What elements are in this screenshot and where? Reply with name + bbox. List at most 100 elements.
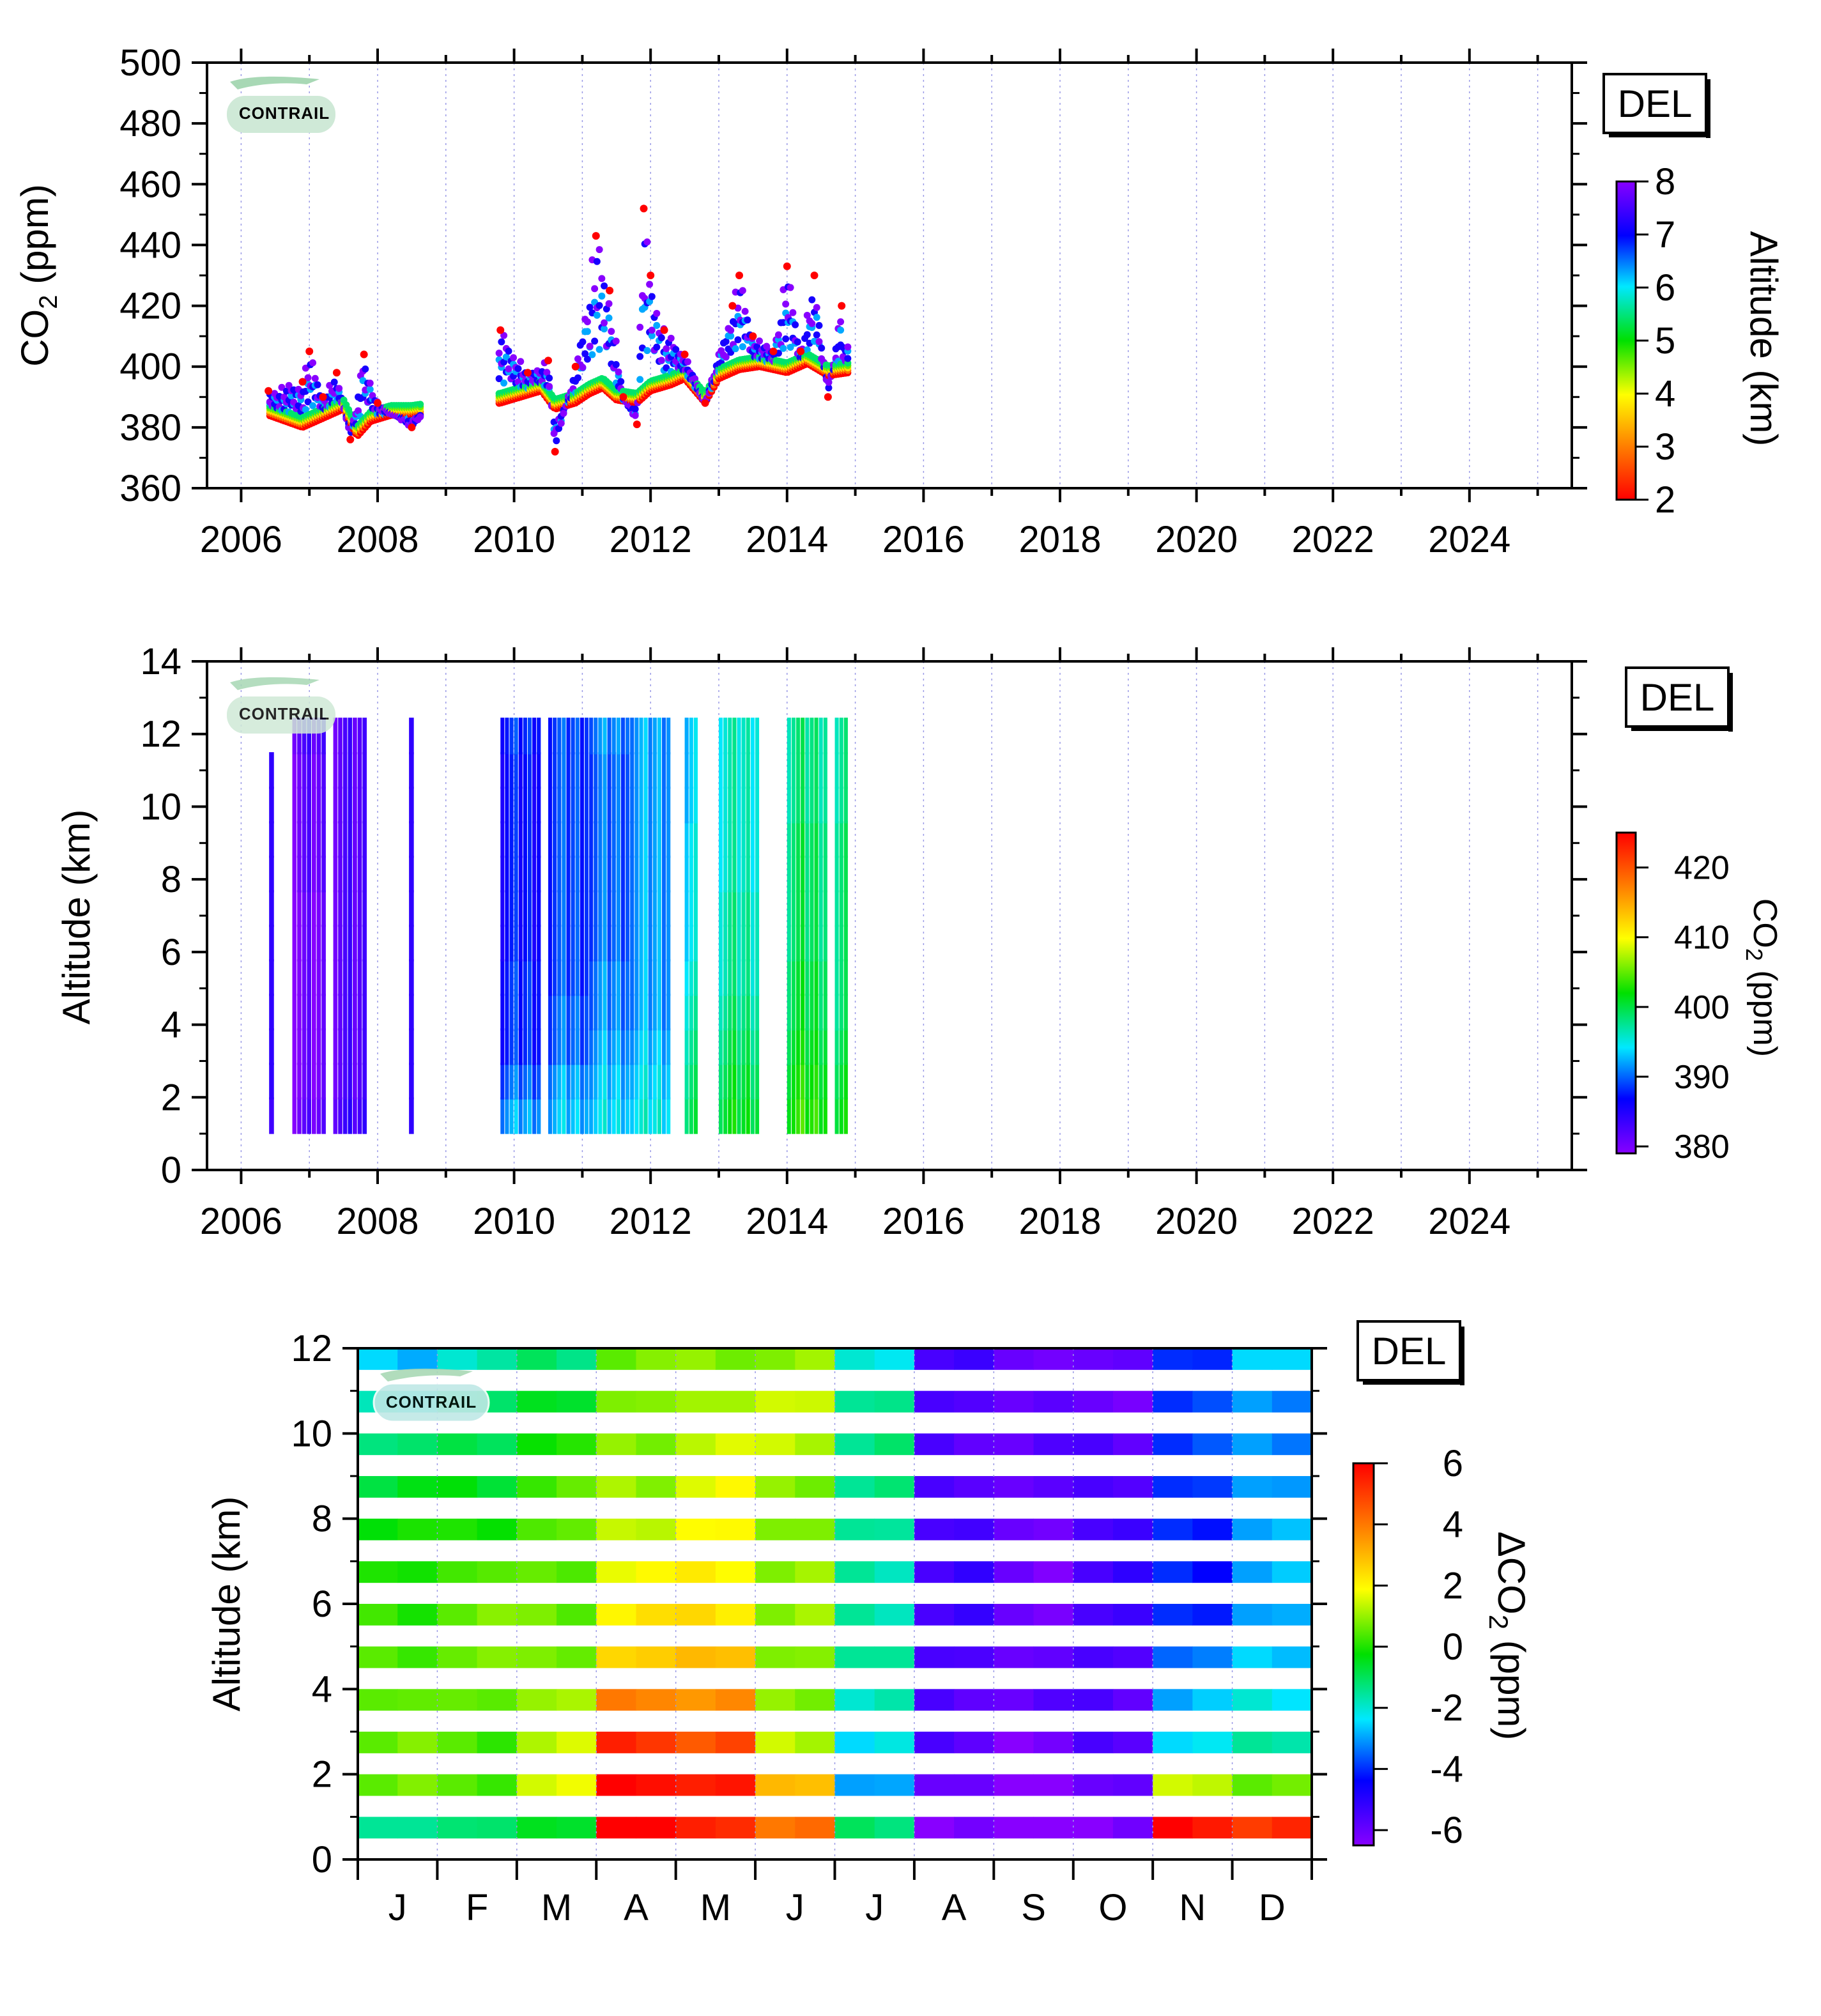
p3-cell	[994, 1476, 1034, 1498]
p2-cell	[666, 959, 671, 996]
p1-point	[335, 385, 343, 392]
p2-cell	[312, 752, 316, 789]
p2-cell	[616, 994, 620, 1031]
p1-point	[601, 325, 608, 333]
p2-cell	[548, 1097, 553, 1134]
p2-cell	[801, 959, 805, 996]
p2-cell	[719, 994, 723, 1031]
p3-cell	[477, 1689, 518, 1711]
p2-cell	[316, 959, 321, 996]
p2-cell	[639, 856, 643, 893]
p3-cell	[1232, 1604, 1273, 1626]
p2-cell	[818, 856, 823, 893]
p1-ytick-label: 500	[119, 42, 181, 84]
p2-cell	[562, 821, 566, 858]
p2-cell	[814, 994, 818, 1031]
p2-cell	[607, 752, 611, 789]
p2-cell	[566, 959, 571, 996]
p2-cell	[584, 994, 589, 1031]
p1-point	[653, 343, 661, 351]
p2-cell	[684, 994, 689, 1031]
p2-cell	[589, 718, 594, 755]
p2-cell	[839, 994, 843, 1031]
p2-cell	[626, 994, 630, 1031]
p3-cell	[994, 1604, 1034, 1626]
p2-cell	[598, 752, 603, 789]
p3-cell	[834, 1646, 875, 1668]
p1-point	[302, 406, 309, 413]
p3-cell	[636, 1561, 677, 1583]
p3-cell	[1153, 1348, 1193, 1370]
p2-cell	[312, 821, 316, 858]
p2-cell	[362, 890, 367, 927]
p2-cell	[728, 821, 732, 858]
p2-cell	[755, 1063, 760, 1100]
p1-point	[553, 437, 560, 445]
p3-cell	[675, 1732, 716, 1753]
p3-cell	[874, 1348, 915, 1370]
p2-cell	[818, 1097, 823, 1134]
p3-colorbar-tick-label: -6	[1430, 1810, 1463, 1851]
p2-cell	[548, 856, 553, 893]
p2-cell	[598, 925, 603, 962]
contrail-logo-icon-2	[230, 677, 319, 690]
p2-cell	[728, 1028, 732, 1065]
p2-cell	[292, 718, 297, 755]
p2-cell	[338, 890, 342, 927]
p3-xtick-label: J	[388, 1887, 407, 1928]
p1-point-outlier	[408, 423, 416, 431]
p3-cell	[675, 1348, 716, 1370]
p3-cell	[914, 1433, 955, 1456]
p2-cell	[553, 925, 557, 962]
p2-cell	[834, 718, 839, 755]
p3-xtick-label: J	[786, 1887, 804, 1928]
p2-cell	[737, 925, 741, 962]
p1-point	[787, 343, 794, 351]
p2-cell	[348, 925, 353, 962]
p2-cell	[353, 925, 357, 962]
p2-cell	[357, 890, 362, 927]
p2-cell	[362, 1063, 367, 1100]
p3-cell	[358, 1817, 398, 1839]
p2-cell	[553, 959, 557, 996]
p3-cell	[1073, 1817, 1114, 1839]
p2-cell	[607, 1028, 611, 1065]
p2-cell	[509, 787, 514, 824]
p3-cell	[954, 1732, 994, 1753]
p2-cell	[834, 890, 839, 927]
p1-point	[309, 402, 317, 410]
p2-cell	[589, 1097, 594, 1134]
p2-cell	[791, 1097, 796, 1134]
p2-cell	[755, 821, 760, 858]
p3-cell	[795, 1518, 835, 1541]
p3-cell	[755, 1433, 795, 1456]
p3-cell	[397, 1646, 438, 1668]
p2-cell	[616, 752, 620, 789]
p2-cell	[662, 718, 666, 755]
p2-cell	[666, 856, 671, 893]
p1-point-outlier	[606, 286, 614, 295]
p2-cell	[791, 821, 796, 858]
p2-cell	[732, 890, 737, 927]
p3-cell	[715, 1390, 756, 1413]
p1-point	[366, 380, 374, 387]
p2-cell	[607, 994, 611, 1031]
p2-cell	[652, 994, 657, 1031]
p2-cell	[338, 718, 342, 755]
p1-point	[517, 358, 525, 365]
p1-point	[722, 338, 730, 346]
p3-cell	[715, 1518, 756, 1541]
p2-cell	[787, 1063, 791, 1100]
p2-cell	[639, 718, 643, 755]
p3-cell	[1192, 1604, 1233, 1626]
p2-cell	[839, 856, 843, 893]
p2-cell	[648, 1063, 652, 1100]
p2-cell	[818, 890, 823, 927]
p2-cell	[514, 856, 518, 893]
p2-cell	[843, 1097, 848, 1134]
p2-cell	[566, 752, 571, 789]
p2-cell	[839, 752, 843, 789]
p2-cell	[523, 1028, 527, 1065]
p2-cell	[589, 821, 594, 858]
p3-cell	[834, 1561, 875, 1583]
